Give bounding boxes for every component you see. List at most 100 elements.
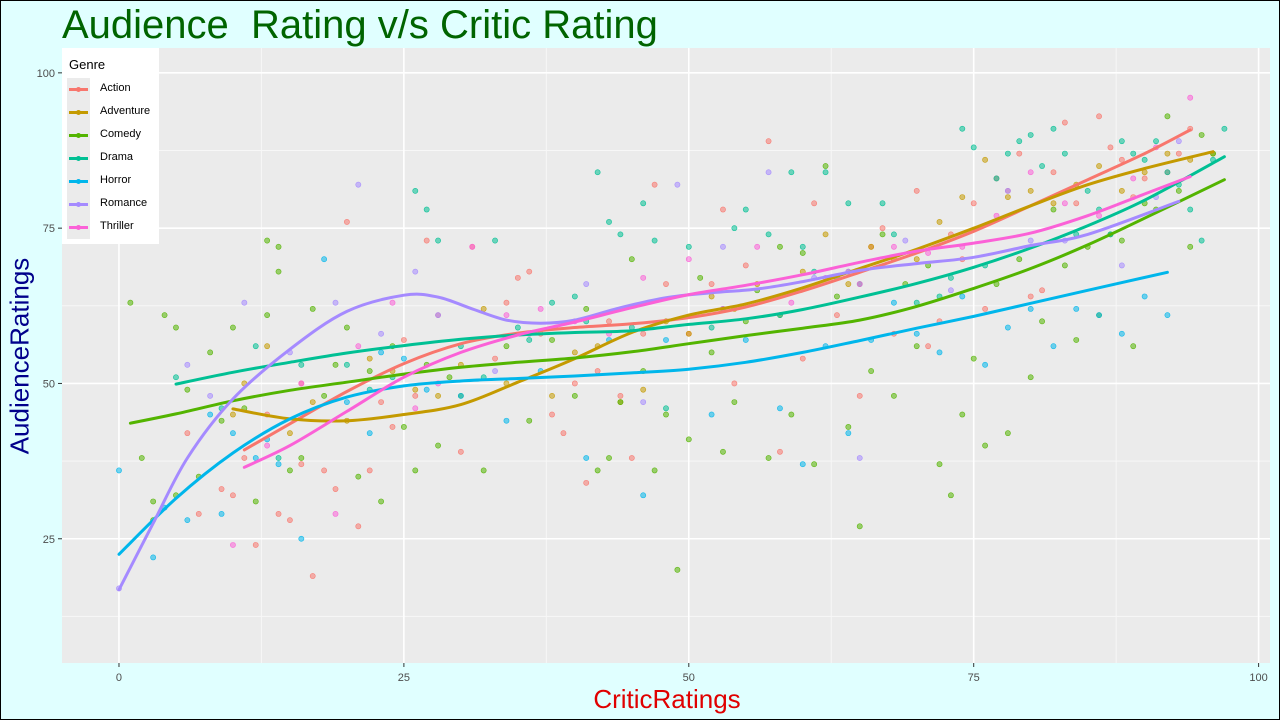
x-tick-label: 100 <box>1249 672 1267 684</box>
x-tick-label: 0 <box>116 672 122 684</box>
data-point <box>366 430 373 437</box>
data-point <box>1221 125 1228 132</box>
data-point <box>549 337 555 343</box>
data-point <box>309 306 316 312</box>
data-point <box>309 399 316 405</box>
legend-label: Horror <box>100 174 132 186</box>
data-point <box>925 250 932 256</box>
data-point <box>275 455 282 461</box>
trend-line-drama <box>174 155 1226 386</box>
data-point <box>412 405 419 412</box>
data-point <box>1050 343 1057 350</box>
data-point <box>1107 144 1114 151</box>
data-point <box>1004 187 1011 194</box>
data-point <box>116 467 122 474</box>
data-point <box>218 417 225 424</box>
data-point <box>845 281 852 287</box>
data-point <box>970 200 977 207</box>
data-point <box>845 200 852 207</box>
data-point <box>1027 169 1034 176</box>
data-point <box>230 430 236 437</box>
data-point <box>856 455 863 461</box>
data-point <box>640 200 647 207</box>
data-point <box>685 243 692 250</box>
data-point <box>1175 150 1182 157</box>
data-point <box>628 256 635 263</box>
data-point <box>366 368 373 374</box>
data-point <box>480 467 487 474</box>
data-point <box>970 144 977 151</box>
data-point <box>207 349 214 356</box>
data-point <box>606 318 612 325</box>
data-point <box>993 175 1000 182</box>
data-point <box>982 442 988 449</box>
data-point <box>1004 150 1011 157</box>
data-point <box>913 187 920 194</box>
data-point <box>936 219 943 225</box>
data-point <box>264 312 271 319</box>
data-point <box>435 312 441 319</box>
data-point <box>640 274 647 281</box>
data-point <box>184 386 191 393</box>
legend-key <box>67 216 90 239</box>
data-point <box>1198 132 1205 138</box>
data-point <box>1050 169 1057 176</box>
legend-key-dot <box>76 110 81 115</box>
data-point <box>617 392 624 399</box>
data-point <box>412 392 419 399</box>
data-point <box>811 200 818 207</box>
data-point <box>731 380 738 387</box>
data-point <box>1096 312 1102 319</box>
data-point <box>594 368 601 374</box>
data-point <box>583 455 590 461</box>
legend-item-action: Action <box>62 78 159 101</box>
data-point <box>902 237 909 244</box>
data-point <box>571 380 578 387</box>
data-point <box>708 349 715 356</box>
data-point <box>412 268 419 275</box>
data-point <box>1016 138 1023 145</box>
legend-item-romance: Romance <box>62 193 159 216</box>
legend-key <box>67 147 90 170</box>
data-point <box>378 330 384 337</box>
data-point <box>378 498 384 505</box>
data-point <box>1027 132 1034 138</box>
data-point <box>777 405 783 412</box>
data-point <box>173 374 179 381</box>
data-point <box>811 461 818 468</box>
data-point <box>720 206 726 213</box>
plot-panel <box>62 48 1270 663</box>
legend-key <box>67 78 90 101</box>
data-point <box>218 486 225 492</box>
data-point <box>332 486 339 492</box>
data-point <box>127 299 134 306</box>
data-point <box>822 231 829 238</box>
data-point <box>389 424 396 430</box>
data-point <box>583 281 590 287</box>
data-point <box>1004 324 1011 331</box>
data-point <box>321 256 328 263</box>
data-point <box>856 392 863 399</box>
legend: Genre Action Adventure Comedy Drama Horror Ro… <box>62 48 159 244</box>
data-point <box>230 411 236 418</box>
legend-label: Comedy <box>100 128 141 140</box>
data-point <box>1175 138 1182 145</box>
data-point <box>777 448 783 455</box>
data-point <box>1061 119 1068 126</box>
data-point <box>913 256 920 263</box>
legend-item-comedy: Comedy <box>62 124 159 147</box>
data-point <box>788 169 795 176</box>
data-point <box>1004 194 1011 200</box>
data-point <box>651 237 658 244</box>
data-point <box>720 448 726 455</box>
data-point <box>287 430 293 437</box>
data-point <box>503 299 510 306</box>
data-point <box>275 511 282 517</box>
data-point <box>492 368 498 374</box>
trend-line-romance <box>117 199 1181 592</box>
data-point <box>1039 318 1045 325</box>
data-point <box>594 467 601 474</box>
y-tick-label: 100 <box>37 68 55 80</box>
x-tick-label: 75 <box>968 672 980 684</box>
data-point <box>891 231 897 238</box>
